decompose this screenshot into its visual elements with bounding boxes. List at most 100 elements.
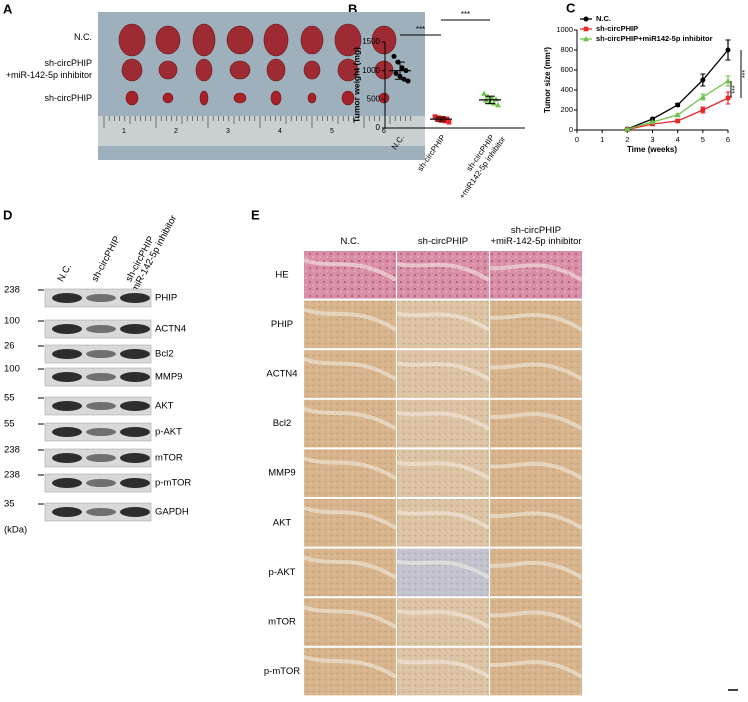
mw-marker: 100 — [4, 364, 20, 375]
mw-marker: 35 — [4, 499, 15, 510]
legend-label: sh-circPHIP+miR142-5p inhibitor — [596, 34, 713, 43]
ihc-stroma — [396, 311, 491, 332]
column-label-line: N.C. — [341, 236, 360, 247]
row-label: PHIP — [271, 319, 293, 330]
ihc-texture — [304, 251, 396, 299]
y-tick-label: 1000 — [556, 25, 573, 34]
point — [393, 71, 399, 77]
panel-letter: C — [566, 0, 576, 15]
point — [583, 26, 589, 32]
y-tick-label: 200 — [560, 105, 573, 114]
ihc-stroma — [489, 263, 584, 282]
ihc-stroma — [303, 357, 398, 381]
ruler-label: 4 — [278, 128, 282, 135]
ihc-stroma — [303, 555, 398, 580]
row-label: HE — [275, 269, 288, 280]
blot-band — [52, 478, 82, 488]
x-tick-label: 2 — [625, 135, 629, 144]
ihc-stroma — [396, 559, 491, 580]
significance-label: *** — [732, 85, 739, 93]
ihc-stroma — [489, 511, 584, 530]
tumor — [334, 23, 362, 57]
blot-band — [120, 293, 150, 303]
ihc-texture — [304, 548, 396, 597]
x-tick-label: 6 — [726, 135, 730, 144]
blot-band — [86, 325, 116, 333]
ihc-texture — [304, 499, 396, 547]
tumor — [125, 90, 139, 106]
tumor — [270, 90, 282, 106]
row-label: AKT — [273, 517, 292, 528]
lane-label: sh-circPHIP — [89, 234, 122, 283]
point — [649, 119, 656, 125]
ihc-texture — [397, 251, 489, 299]
y-tick-label: 800 — [560, 45, 573, 54]
tumor — [266, 58, 286, 82]
tumor — [374, 60, 394, 80]
point — [405, 78, 411, 84]
ihc-stroma — [489, 560, 584, 580]
ihc-texture — [304, 300, 396, 349]
row-label: N.C. — [74, 32, 92, 42]
row-label-line: +miR-142-5p inhibitor — [6, 70, 92, 80]
ihc-stroma — [396, 410, 491, 431]
ruler-label: 6 — [382, 128, 386, 135]
blot-band — [52, 453, 82, 463]
blot-band — [86, 294, 116, 302]
ihc-texture — [397, 449, 489, 497]
lane-label: N.C. — [55, 262, 74, 284]
column-label-line: +miR-142-5p inhibitor — [490, 236, 581, 247]
significance-label: *** — [742, 70, 748, 78]
protein-label: PHIP — [155, 293, 177, 304]
point — [583, 36, 589, 42]
column-label: N.C. — [341, 236, 360, 247]
point — [399, 65, 405, 71]
tumor — [229, 60, 251, 80]
protein-label: Bcl2 — [155, 349, 173, 360]
x-tick-label: sh-circPHIP+miR142-5p inhibitor — [449, 129, 507, 201]
ihc-stroma — [303, 506, 398, 530]
mw-marker: 100 — [4, 316, 20, 327]
ihc-texture — [397, 598, 489, 646]
ihc-stroma — [303, 654, 398, 679]
blot-band — [120, 324, 150, 334]
row-label-line: N.C. — [74, 32, 92, 42]
point — [491, 100, 497, 106]
blot-band — [52, 293, 82, 303]
ihc-texture — [397, 350, 489, 398]
blot-band — [86, 402, 116, 410]
blot-band — [120, 372, 150, 382]
ihc-stroma — [396, 460, 491, 481]
ihc-stroma — [303, 456, 398, 481]
point — [699, 94, 706, 100]
ihc-texture — [397, 548, 489, 597]
row-label: p-mTOR — [264, 666, 300, 677]
x-tick-label: 3 — [650, 135, 654, 144]
panel-letter: B — [348, 1, 357, 16]
blot-band — [120, 427, 150, 437]
panel-letter: D — [3, 207, 12, 222]
blot-band — [120, 453, 150, 463]
ihc-texture — [490, 598, 582, 646]
legend-label: sh-circPHIP — [596, 24, 638, 33]
point — [725, 95, 731, 101]
significance-label: *** — [461, 10, 470, 19]
blot-band — [120, 401, 150, 411]
tumor — [118, 23, 146, 57]
tumor — [307, 92, 317, 104]
ihc-texture — [490, 647, 582, 696]
mw-marker: 26 — [4, 341, 15, 352]
ruler-label: 5 — [330, 128, 334, 135]
row-label: MMP9 — [268, 468, 295, 479]
point — [674, 112, 681, 118]
protein-label: AKT — [155, 401, 174, 412]
ihc-stroma — [489, 610, 584, 629]
significance-label: *** — [416, 25, 425, 34]
ihc-texture — [490, 300, 582, 349]
column-label: sh-circPHIP +miR-142-5p inhibitor — [490, 225, 581, 247]
blot-band — [120, 507, 150, 517]
tumor — [162, 92, 174, 104]
ihc-texture — [304, 399, 396, 448]
blot-band — [52, 427, 82, 437]
point — [725, 47, 731, 53]
